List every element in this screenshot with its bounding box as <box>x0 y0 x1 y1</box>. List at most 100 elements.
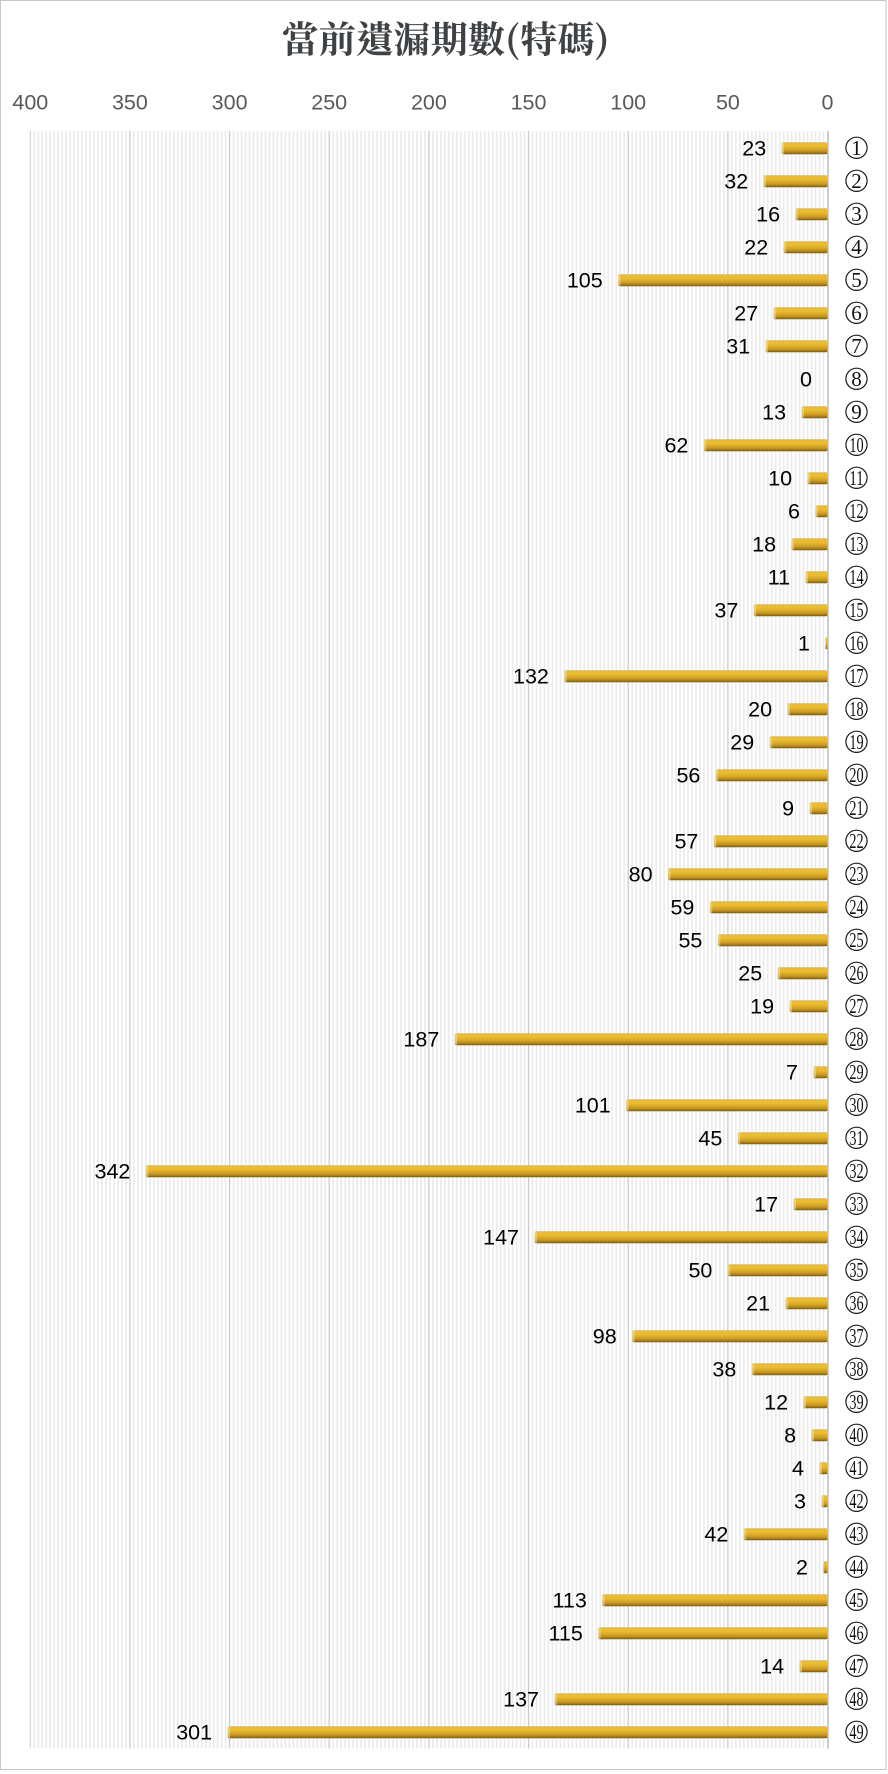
svg-text:38: 38 <box>712 1358 736 1382</box>
svg-text:13: 13 <box>849 532 863 556</box>
svg-text:10: 10 <box>768 467 792 491</box>
svg-text:3: 3 <box>851 202 862 226</box>
svg-text:132: 132 <box>513 665 549 689</box>
svg-text:45: 45 <box>698 1127 722 1151</box>
svg-text:25: 25 <box>849 928 863 952</box>
svg-text:147: 147 <box>483 1226 519 1250</box>
svg-text:4: 4 <box>851 235 862 259</box>
svg-text:31: 31 <box>726 335 750 359</box>
svg-text:59: 59 <box>670 896 694 920</box>
svg-text:19: 19 <box>750 995 774 1019</box>
svg-text:18: 18 <box>849 697 863 721</box>
svg-text:50: 50 <box>716 91 740 115</box>
svg-text:400: 400 <box>12 91 48 115</box>
svg-text:10: 10 <box>849 433 863 457</box>
svg-text:1: 1 <box>798 632 810 656</box>
svg-text:1: 1 <box>851 136 862 160</box>
svg-text:11: 11 <box>849 466 863 490</box>
svg-text:37: 37 <box>714 599 738 623</box>
svg-text:23: 23 <box>742 137 766 161</box>
svg-text:301: 301 <box>176 1721 212 1745</box>
svg-text:0: 0 <box>822 91 834 115</box>
svg-text:22: 22 <box>744 236 768 260</box>
svg-text:62: 62 <box>664 434 688 458</box>
svg-text:40: 40 <box>849 1423 863 1447</box>
svg-text:115: 115 <box>549 1622 583 1646</box>
svg-text:44: 44 <box>849 1555 864 1579</box>
svg-text:15: 15 <box>849 598 863 622</box>
svg-text:200: 200 <box>411 91 447 115</box>
svg-text:55: 55 <box>678 929 702 953</box>
svg-text:36: 36 <box>849 1291 863 1315</box>
svg-text:27: 27 <box>849 994 863 1018</box>
svg-text:14: 14 <box>760 1655 784 1679</box>
svg-text:113: 113 <box>553 1589 587 1613</box>
svg-text:187: 187 <box>403 1028 439 1052</box>
svg-text:3: 3 <box>794 1490 806 1514</box>
svg-text:5: 5 <box>851 268 862 292</box>
svg-text:34: 34 <box>849 1225 864 1249</box>
svg-text:16: 16 <box>849 631 863 655</box>
svg-text:21: 21 <box>746 1292 770 1316</box>
svg-text:6: 6 <box>788 500 800 524</box>
svg-text:4: 4 <box>792 1457 804 1481</box>
svg-text:32: 32 <box>849 1159 863 1183</box>
svg-text:13: 13 <box>762 401 786 425</box>
svg-text:17: 17 <box>849 664 863 688</box>
svg-text:17: 17 <box>754 1193 778 1217</box>
svg-text:27: 27 <box>734 302 758 326</box>
svg-text:100: 100 <box>610 91 646 115</box>
svg-text:101: 101 <box>575 1094 611 1118</box>
svg-text:20: 20 <box>748 698 772 722</box>
svg-text:20: 20 <box>849 763 863 787</box>
svg-text:2: 2 <box>796 1556 808 1580</box>
svg-text:24: 24 <box>849 895 864 919</box>
svg-text:48: 48 <box>849 1687 863 1711</box>
svg-text:12: 12 <box>764 1391 788 1415</box>
svg-text:342: 342 <box>95 1160 131 1184</box>
svg-text:43: 43 <box>849 1522 863 1546</box>
svg-text:42: 42 <box>704 1523 728 1547</box>
svg-text:8: 8 <box>784 1424 796 1448</box>
svg-text:33: 33 <box>849 1192 863 1216</box>
svg-text:21: 21 <box>849 796 863 820</box>
svg-text:22: 22 <box>849 829 863 853</box>
svg-text:19: 19 <box>849 730 863 754</box>
svg-text:7: 7 <box>851 334 862 358</box>
svg-text:98: 98 <box>593 1325 617 1349</box>
svg-text:6: 6 <box>851 301 862 325</box>
svg-text:23: 23 <box>849 862 863 886</box>
svg-text:9: 9 <box>782 797 794 821</box>
svg-text:56: 56 <box>676 764 700 788</box>
svg-text:0: 0 <box>800 368 812 392</box>
svg-text:137: 137 <box>503 1688 539 1712</box>
svg-text:2: 2 <box>851 169 862 193</box>
svg-text:30: 30 <box>849 1093 863 1117</box>
svg-text:46: 46 <box>849 1621 863 1645</box>
svg-text:25: 25 <box>738 962 762 986</box>
svg-text:7: 7 <box>786 1061 798 1085</box>
svg-text:31: 31 <box>849 1126 863 1150</box>
svg-text:39: 39 <box>849 1390 863 1414</box>
svg-text:9: 9 <box>851 400 862 424</box>
svg-text:50: 50 <box>688 1259 712 1283</box>
svg-text:26: 26 <box>849 961 863 985</box>
svg-text:29: 29 <box>849 1060 863 1084</box>
svg-text:11: 11 <box>768 566 790 590</box>
svg-text:80: 80 <box>629 863 653 887</box>
svg-text:49: 49 <box>849 1720 863 1744</box>
svg-text:38: 38 <box>849 1357 863 1381</box>
svg-text:150: 150 <box>511 91 547 115</box>
svg-text:12: 12 <box>849 499 863 523</box>
svg-text:300: 300 <box>212 91 248 115</box>
svg-text:45: 45 <box>849 1588 863 1612</box>
svg-text:250: 250 <box>311 91 347 115</box>
svg-text:16: 16 <box>756 203 780 227</box>
svg-text:350: 350 <box>112 91 148 115</box>
svg-text:14: 14 <box>849 565 864 589</box>
svg-text:42: 42 <box>849 1489 863 1513</box>
svg-text:47: 47 <box>849 1654 863 1678</box>
svg-text:18: 18 <box>752 533 776 557</box>
svg-text:37: 37 <box>849 1324 863 1348</box>
svg-text:28: 28 <box>849 1027 863 1051</box>
